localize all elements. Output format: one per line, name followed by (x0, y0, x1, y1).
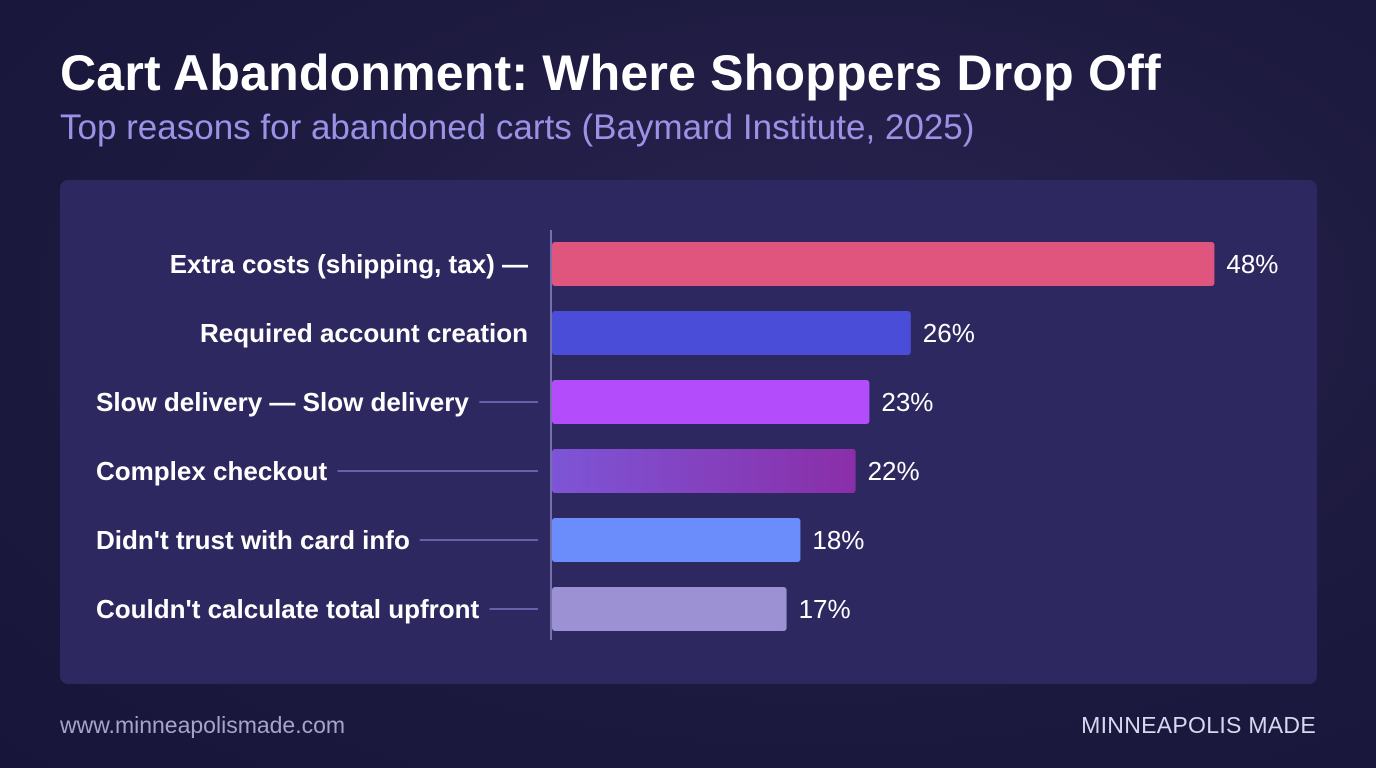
bar (552, 587, 787, 631)
bar (552, 242, 1215, 286)
bar (552, 449, 856, 493)
value-label: 22% (868, 456, 920, 486)
category-label: Required account creation (200, 318, 528, 348)
chart-title: Cart Abandonment: Where Shoppers Drop Of… (60, 45, 1161, 101)
bar (552, 380, 870, 424)
bar-chart: Extra costs (shipping, tax) — 48% Required… (96, 230, 1278, 640)
category-label: Slow delivery — Slow delivery (96, 387, 469, 417)
value-label: 18% (812, 525, 864, 555)
footer-website[interactable]: www.minneapolismade.com (60, 712, 346, 738)
footer-brand: MINNEAPOLIS MADE (1081, 712, 1316, 738)
category-label: Extra costs (shipping, tax) — (170, 249, 528, 279)
bar (552, 518, 801, 562)
value-label: 23% (881, 387, 933, 417)
category-label: Couldn't calculate total upfront (96, 594, 480, 624)
chart-subtitle: Top reasons for abandoned carts (Baymard… (60, 108, 975, 147)
bar (552, 311, 911, 355)
category-label: Complex checkout (96, 456, 328, 486)
category-label: Didn't trust with card info (96, 525, 410, 555)
value-label: 17% (799, 594, 851, 624)
value-label: 48% (1226, 249, 1278, 279)
value-label: 26% (923, 318, 975, 348)
chart-panel: Extra costs (shipping, tax) — 48% Required… (60, 180, 1317, 684)
